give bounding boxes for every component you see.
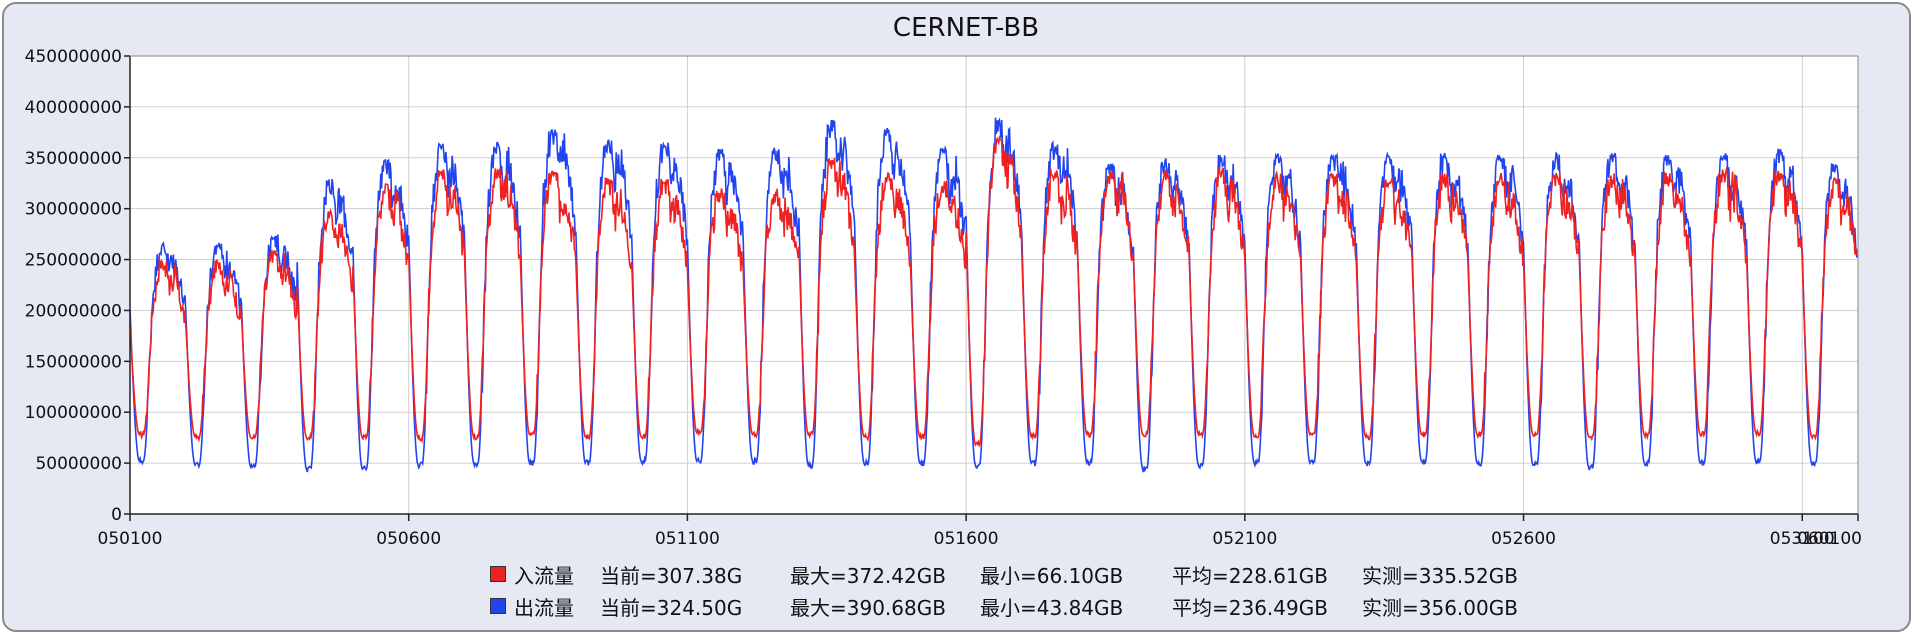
legend-label-outflow: 出流量 xyxy=(514,595,574,620)
x-tick-label: 051100 xyxy=(655,529,720,549)
inflow-min-value: 最小=66.10GB xyxy=(980,563,1124,588)
outflow-max-value: 最大=390.68GB xyxy=(790,595,946,620)
legend-entry-outflow: 出流量 当前=324.50G 最大=390.68GB 最小=43.84GB 平均… xyxy=(490,592,1518,620)
plot-area xyxy=(130,56,1858,514)
inflow-avg-value: 平均=228.61GB xyxy=(1172,563,1328,588)
series-lines xyxy=(129,117,1858,473)
outflow-min-value: 最小=43.84GB xyxy=(980,595,1124,620)
chart-title: CERNET-BB xyxy=(893,13,1039,43)
legend-swatch-inflow xyxy=(490,566,506,582)
inflow-measured-value: 实测=335.52GB xyxy=(1362,563,1518,588)
outflow-avg-value: 平均=236.49GB xyxy=(1172,595,1328,620)
outflow-current-value: 当前=324.50G xyxy=(600,595,743,620)
x-tick-label: 050600 xyxy=(376,529,441,549)
y-tick-labels: 0 50000000 100000000 150000000 200000000 2500… xyxy=(25,47,130,525)
y-tick-label: 450000000 xyxy=(25,47,122,67)
x-tick-label: 060100 xyxy=(1797,529,1862,549)
y-tick-label: 250000000 xyxy=(25,251,122,271)
series-line-0 xyxy=(129,134,1858,448)
x-tick-label: 053100 xyxy=(1770,529,1835,549)
legend-label-inflow: 入流量 xyxy=(514,563,574,588)
x-tick-labels: 050100 050600 051100 051600 052100 052600 0531… xyxy=(98,514,1862,549)
x-tick-label: 052600 xyxy=(1491,529,1556,549)
y-tick-label: 350000000 xyxy=(25,149,122,169)
y-tick-label: 200000000 xyxy=(25,301,122,321)
y-tick-label: 150000000 xyxy=(25,352,122,372)
inflow-current-value: 当前=307.38G xyxy=(600,563,743,588)
y-tick-label: 50000000 xyxy=(35,454,122,474)
legend-entry-inflow: 入流量 当前=307.38G 最大=372.42GB 最小=66.10GB 平均… xyxy=(490,560,1518,588)
axes xyxy=(129,55,1859,515)
x-tick-label: 052100 xyxy=(1212,529,1277,549)
x-tick-label: 050100 xyxy=(98,529,163,549)
y-tick-label: 400000000 xyxy=(25,98,122,118)
x-tick-label: 051600 xyxy=(934,529,999,549)
outflow-measured-value: 实测=356.00GB xyxy=(1362,595,1518,620)
y-tick-label: 300000000 xyxy=(25,200,122,220)
chart-canvas: 0 50000000 100000000 150000000 200000000 2500… xyxy=(25,13,1862,549)
y-tick-label: 100000000 xyxy=(25,403,122,423)
inflow-max-value: 最大=372.42GB xyxy=(790,563,946,588)
legend-swatch-outflow xyxy=(490,598,506,614)
y-tick-label: 0 xyxy=(111,505,122,525)
